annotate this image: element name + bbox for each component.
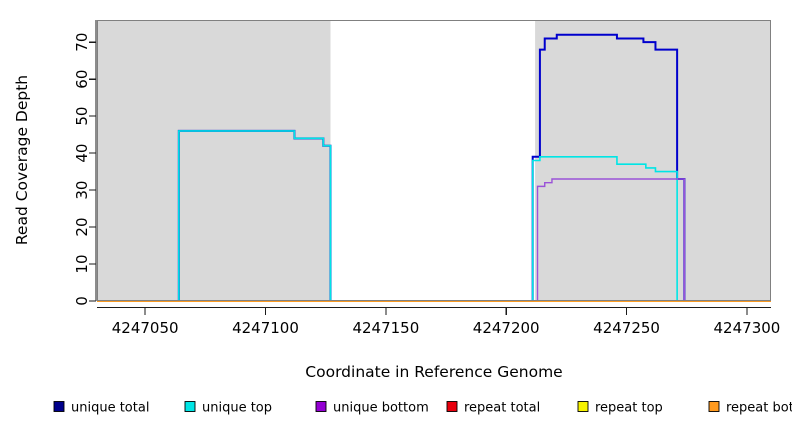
y-tick-label: 0 — [73, 296, 91, 306]
shaded-region-layer — [97, 20, 771, 301]
x-tick-label: 4247050 — [112, 319, 179, 337]
legend-swatch-repeat-top — [577, 401, 589, 412]
legend-label-repeat-bottom: repeat bottom — [726, 401, 792, 416]
y-tick-label: 20 — [73, 218, 91, 237]
y-tick-label: 40 — [73, 144, 91, 163]
legend-label-repeat-total: repeat total — [464, 401, 540, 416]
y-axis-title: Read Coverage Depth — [13, 75, 31, 245]
legend-label-unique-top: unique top — [202, 401, 272, 416]
legend-label-unique-bottom: unique bottom — [333, 401, 429, 416]
legend-swatch-unique-top — [184, 401, 196, 412]
y-tick-label: 30 — [73, 181, 91, 200]
shaded-region — [97, 20, 331, 301]
shaded-region — [535, 20, 771, 301]
legend-label-repeat-top: repeat top — [595, 401, 663, 416]
series-line-unique-bottom — [97, 178, 771, 302]
y-tick-label: 10 — [73, 254, 91, 273]
series-line-unique-top — [97, 130, 771, 302]
x-axis-title: Coordinate in Reference Genome — [305, 363, 562, 381]
y-axis-ticks: 0 10 20 30 40 50 60 70 — [73, 33, 96, 306]
legend: unique total unique top unique bottom repea… — [53, 401, 792, 416]
legend-swatch-repeat-total — [446, 401, 458, 412]
legend-swatch-repeat-bottom — [708, 401, 720, 412]
y-tick-label: 60 — [73, 70, 91, 89]
y-tick-label: 70 — [73, 33, 91, 52]
plot-frame — [97, 20, 771, 301]
y-tick-label: 50 — [73, 107, 91, 126]
legend-swatch-unique-bottom — [315, 401, 327, 412]
x-tick-label: 4247150 — [352, 319, 419, 337]
x-tick-label: 4247300 — [714, 319, 781, 337]
x-axis-ticks: 4247050 4247100 4247150 4247200 4247250 42473… — [112, 308, 781, 337]
x-tick-label: 4247200 — [473, 319, 540, 337]
legend-label-unique-total: unique total — [71, 401, 149, 416]
x-tick-label: 4247100 — [232, 319, 299, 337]
x-tick-label: 4247250 — [593, 319, 660, 337]
legend-swatch-unique-total — [53, 401, 65, 412]
